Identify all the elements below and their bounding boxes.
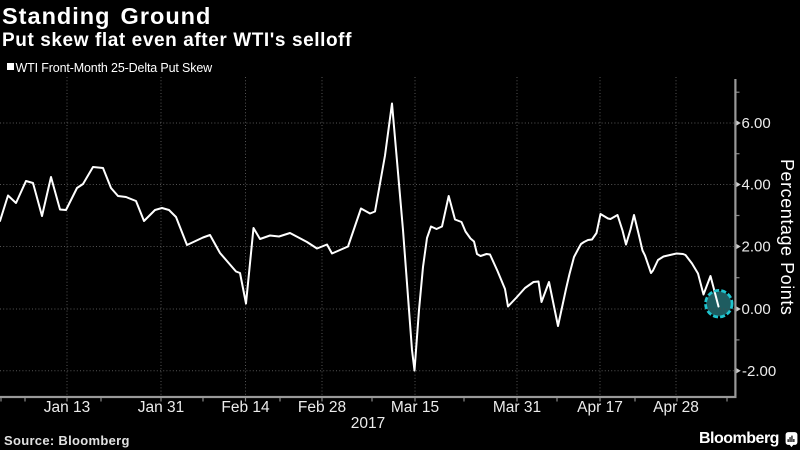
- svg-text:Apr 28: Apr 28: [653, 399, 699, 416]
- svg-text:-2.00: -2.00: [742, 363, 776, 380]
- svg-text:Apr 17: Apr 17: [577, 399, 623, 416]
- svg-text:Feb 14: Feb 14: [221, 399, 270, 416]
- svg-text:6.00: 6.00: [742, 115, 771, 132]
- svg-text:2.00: 2.00: [742, 239, 771, 256]
- svg-text:Jan 31: Jan 31: [138, 399, 185, 416]
- svg-text:0.00: 0.00: [742, 301, 771, 318]
- svg-text:Mar 31: Mar 31: [493, 399, 541, 416]
- svg-text:Jan 13: Jan 13: [44, 399, 91, 416]
- svg-text:4.00: 4.00: [742, 177, 771, 194]
- svg-text:2017: 2017: [351, 415, 385, 432]
- svg-text:Feb 28: Feb 28: [298, 399, 346, 416]
- svg-text:Mar 15: Mar 15: [391, 399, 439, 416]
